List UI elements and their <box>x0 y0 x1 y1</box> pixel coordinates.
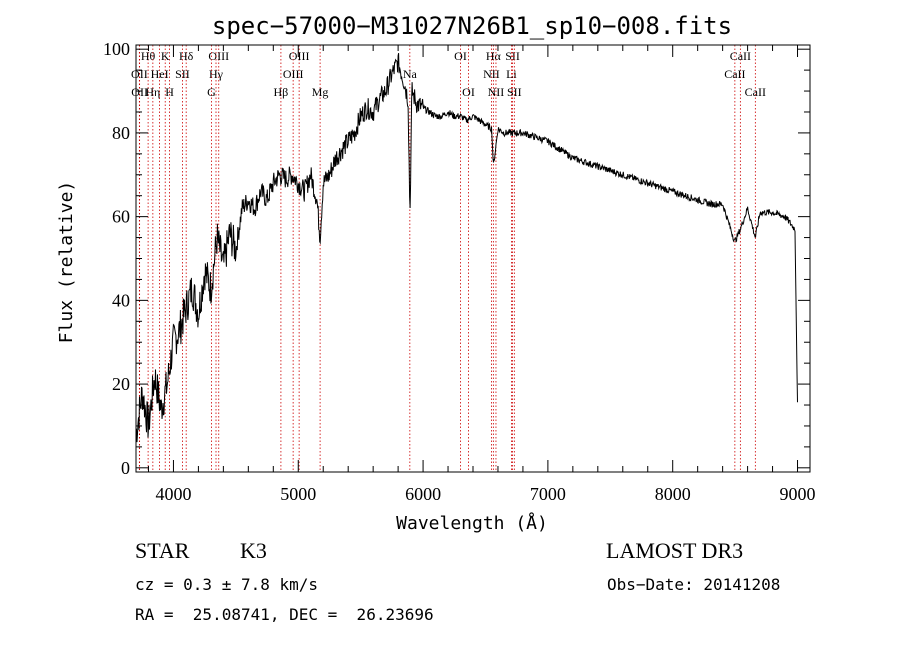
spectral-line-label: SII <box>505 49 520 63</box>
plot-frame <box>135 44 811 473</box>
y-tick-label: 20 <box>112 374 130 394</box>
spectral-line-label: Hθ <box>141 49 156 63</box>
x-axis-label: Wavelength (Å) <box>396 512 548 534</box>
x-tick-label: 4000 <box>155 484 191 504</box>
spectral-line-label: CaII <box>724 67 745 81</box>
spectral-line-label: CaII <box>730 49 751 63</box>
x-tick-label: 6000 <box>405 484 441 504</box>
spectral-line-label: Li <box>506 67 517 81</box>
observation-date: Obs−Date: 20141208 <box>607 575 781 594</box>
spectral-line-label: Hγ <box>209 67 224 81</box>
spectral-line-label: H <box>165 85 174 99</box>
spectral-line-label: Hδ <box>179 49 194 63</box>
x-tick-label: 9000 <box>780 484 816 504</box>
spectral-line-label: NII <box>483 67 500 81</box>
spectral-line-label: SII <box>507 85 522 99</box>
spectral-line-label: Hα <box>486 49 502 63</box>
y-axis-label: Flux (relative) <box>56 181 77 344</box>
spectral-line-label: OI <box>462 85 475 99</box>
spectral-line-label: G <box>207 85 216 99</box>
spectral-line-label: OIII <box>283 67 304 81</box>
spectral-line-label: Hη <box>145 85 160 99</box>
spectral-line-label: OI <box>454 49 467 63</box>
spectral-line-label: OIII <box>289 49 310 63</box>
spectral-line-label: Hβ <box>274 85 289 99</box>
redshift-readout: cz = 0.3 ± 7.8 km/s <box>135 575 319 594</box>
plot-axes: 4000 5000 6000 7000 8000 9000 0 20 40 60 80 100 <box>103 39 816 504</box>
y-tick-label: 60 <box>112 207 130 227</box>
y-tick-label: 0 <box>121 458 130 478</box>
spectral-line-label: OII <box>131 85 148 99</box>
spectral-line-label: OIII <box>208 49 229 63</box>
spectral-line-label: SII <box>175 67 190 81</box>
coordinates-readout: RA = 25.08741, DEC = 26.23696 <box>135 605 434 624</box>
spectral-line-label: Mg <box>312 85 329 99</box>
y-tick-label: 100 <box>103 39 130 59</box>
spectral-line-label: HeI <box>151 67 169 81</box>
spectral-line-label: Na <box>403 67 418 81</box>
x-tick-label: 7000 <box>530 484 566 504</box>
spectral-line-label: NII <box>488 85 505 99</box>
spectral-line-label: K <box>161 49 170 63</box>
chart-title: spec−57000−M31027N26B1_sp10−008.fits <box>212 12 732 40</box>
object-class: STAR <box>135 538 190 563</box>
survey-name: LAMOST DR3 <box>606 538 744 563</box>
y-tick-label: 40 <box>112 290 130 310</box>
spectral-line-label: CaII <box>745 85 766 99</box>
y-tick-label: 80 <box>112 123 130 143</box>
x-tick-label: 8000 <box>655 484 691 504</box>
object-subclass: K3 <box>240 538 267 563</box>
spectrum-line <box>135 53 798 443</box>
x-tick-label: 5000 <box>280 484 316 504</box>
spectrum-series <box>135 53 798 443</box>
